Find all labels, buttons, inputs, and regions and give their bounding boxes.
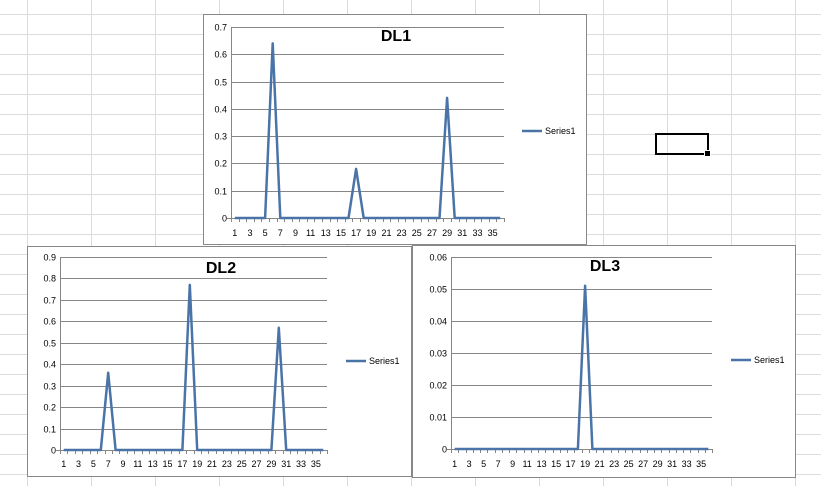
y-tick-label: 0.4: [214, 105, 227, 115]
y-tick-label: 0.01: [429, 413, 447, 423]
x-tick-label: 31: [281, 459, 291, 469]
x-tick-label: 23: [222, 459, 232, 469]
x-tick-label: 3: [76, 459, 81, 469]
chart-title: DL2: [206, 260, 236, 277]
x-tick-label: 1: [232, 228, 237, 238]
y-tick-label: 0.2: [43, 403, 56, 413]
x-tick-label: 21: [595, 459, 605, 469]
x-tick-label: 19: [192, 459, 202, 469]
x-tick-label: 1: [452, 459, 457, 469]
x-tick-label: 33: [296, 459, 306, 469]
x-tick-label: 15: [336, 228, 346, 238]
x-tick-label: 3: [467, 459, 472, 469]
x-tick-label: 31: [667, 459, 677, 469]
x-tick-label: 21: [207, 459, 217, 469]
y-tick-label: 0.1: [214, 187, 227, 197]
chart-dl1[interactable]: 0 0.1 0.2 0.3 0.4 0.5 0.6 0.7 1 3 5 7 9 11 13 15 17 19 21 2…: [203, 14, 587, 245]
x-tick-label: 9: [293, 228, 298, 238]
y-tick-label: 0.04: [429, 317, 447, 327]
y-tick-label: 0.5: [214, 78, 227, 88]
y-tick-label: 0.3: [214, 132, 227, 142]
x-tick-label: 17: [177, 459, 187, 469]
x-tick-label: 13: [537, 459, 547, 469]
x-tick-label: 27: [252, 459, 262, 469]
chart-dl2[interactable]: 0 0.1 0.2 0.3 0.4 0.5 0.6 0.7 0.8 0.9 1 3 5 7 9 11 13 15 1…: [27, 246, 412, 477]
x-tick-label: 25: [237, 459, 247, 469]
y-tick-label: 0.3: [43, 382, 56, 392]
x-tick-label: 19: [366, 228, 376, 238]
x-tick-label: 17: [351, 228, 361, 238]
x-tick-label: 15: [163, 459, 173, 469]
legend-label: Series1: [369, 356, 400, 366]
x-tick-label: 1: [61, 459, 66, 469]
x-tick-label: 7: [278, 228, 283, 238]
x-tick-label: 23: [397, 228, 407, 238]
y-tick-label: 0.6: [214, 50, 227, 60]
fill-handle[interactable]: [704, 150, 711, 157]
y-tick-label: 0.02: [429, 381, 447, 391]
x-tick-label: 33: [472, 228, 482, 238]
x-tick-label: 27: [427, 228, 437, 238]
x-tick-label: 29: [653, 459, 663, 469]
y-tick-label: 0.2: [214, 159, 227, 169]
x-tick-label: 11: [522, 459, 531, 469]
x-tick-label: 11: [306, 228, 315, 238]
x-tick-label: 13: [321, 228, 331, 238]
x-tick-label: 35: [488, 228, 498, 238]
x-tick-label: 23: [609, 459, 619, 469]
y-tick-label: 0.5: [43, 339, 56, 349]
y-tick-label: 0.8: [43, 274, 56, 284]
series-line[interactable]: [454, 284, 709, 451]
chart-svg: 00.10.20.30.40.50.60.71 3 5 7 9 11 13 15 17 19 21 2…: [214, 23, 576, 239]
x-tick-label: 5: [91, 459, 96, 469]
y-tick-label: 0.9: [43, 253, 56, 263]
series-line[interactable]: [63, 283, 324, 452]
x-tick-label: 17: [566, 459, 576, 469]
y-tick-label: 0: [222, 214, 227, 224]
x-tick-label: 7: [496, 459, 501, 469]
x-tick-label: 9: [121, 459, 126, 469]
x-tick-label: 7: [106, 459, 111, 469]
x-tick-label: 13: [148, 459, 158, 469]
x-tick-label: 3: [247, 228, 252, 238]
legend-label: Series1: [545, 126, 576, 136]
y-tick-label: 0: [442, 445, 447, 455]
chart-svg: 00.10.20.30.40.50.60.70.80.91 3 5 7 9 11 13 15 1…: [43, 253, 400, 470]
x-tick-label: 25: [412, 228, 422, 238]
x-tick-label: 31: [457, 228, 467, 238]
x-tick-label: 29: [442, 228, 452, 238]
chart-title: DL3: [590, 258, 620, 275]
y-tick-label: 0.06: [429, 253, 447, 263]
x-tick-label: 11: [133, 459, 142, 469]
selected-cell[interactable]: [655, 133, 711, 157]
x-tick-label: 21: [381, 228, 391, 238]
x-tick-label: 5: [263, 228, 268, 238]
x-tick-label: 33: [682, 459, 692, 469]
y-tick-label: 0.7: [43, 296, 56, 306]
y-tick-label: 0.03: [429, 349, 447, 359]
chart-svg: 00.010.020.030.040.050.061 3 5 7 9 11 13 15 17 19…: [429, 253, 785, 470]
y-tick-label: 0.7: [214, 23, 227, 33]
x-tick-label: 29: [266, 459, 276, 469]
y-tick-label: 0: [51, 446, 56, 456]
x-tick-label: 15: [551, 459, 561, 469]
x-tick-label: 35: [696, 459, 706, 469]
x-tick-label: 5: [481, 459, 486, 469]
x-tick-label: 35: [311, 459, 321, 469]
legend-label: Series1: [754, 355, 785, 365]
y-tick-label: 0.6: [43, 317, 56, 327]
x-tick-label: 9: [510, 459, 515, 469]
series-line[interactable]: [234, 42, 501, 220]
x-tick-label: 19: [580, 459, 590, 469]
y-tick-label: 0.1: [43, 425, 56, 435]
y-tick-label: 0.05: [429, 285, 447, 295]
x-tick-label: 25: [624, 459, 634, 469]
chart-title: DL1: [381, 28, 411, 45]
chart-dl3[interactable]: 0 0.01 0.02 0.03 0.04 0.05 0.06 1 3 5 7 9 11 13 15 17 19…: [412, 245, 796, 478]
y-tick-label: 0.4: [43, 360, 56, 370]
x-tick-label: 27: [638, 459, 648, 469]
